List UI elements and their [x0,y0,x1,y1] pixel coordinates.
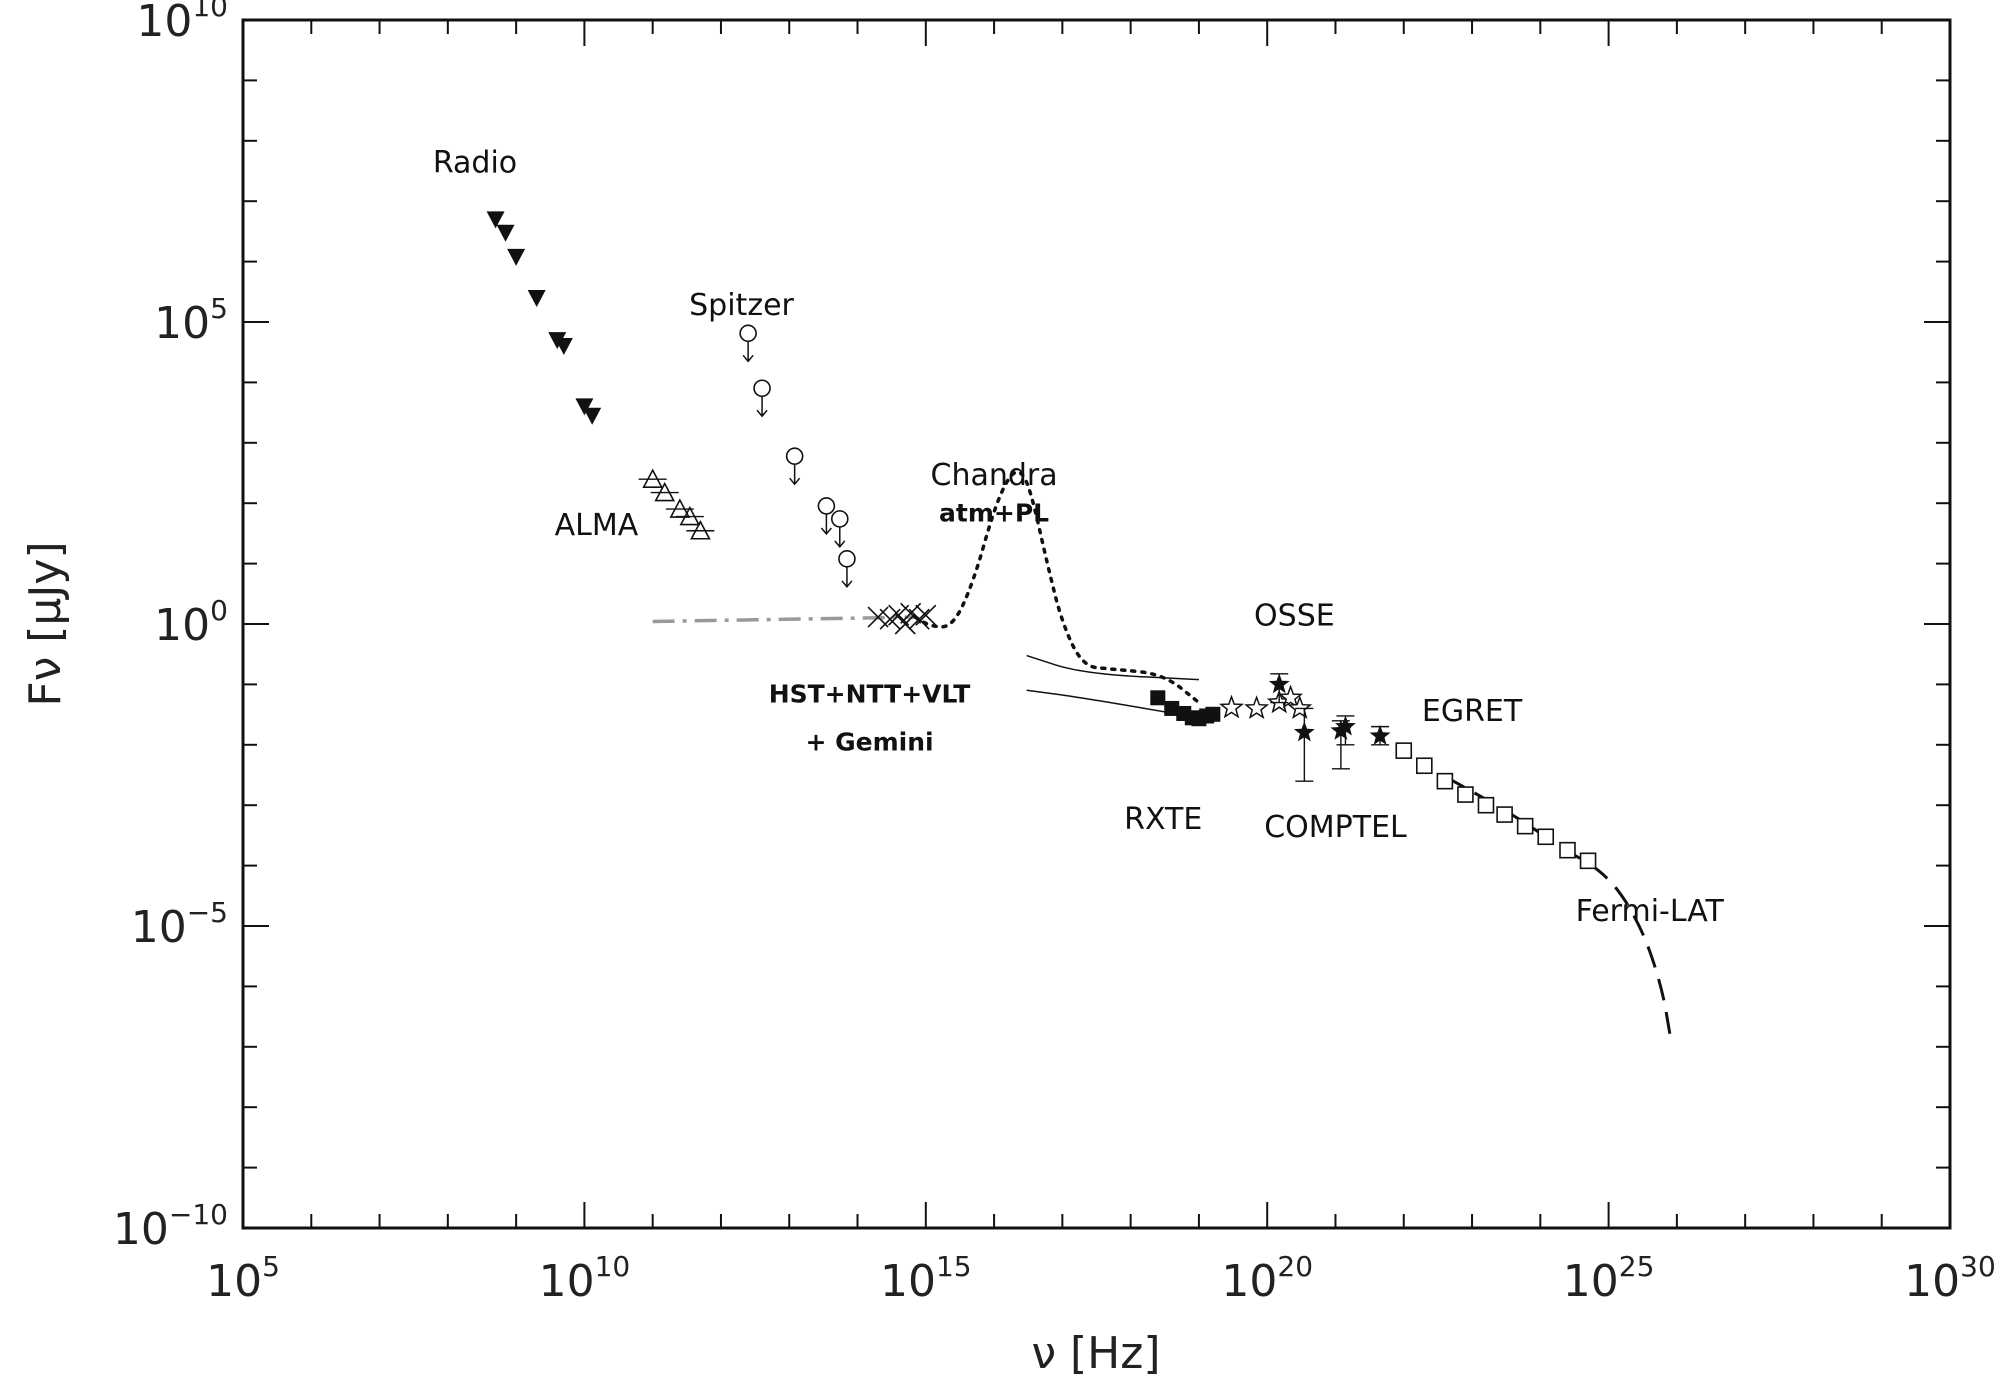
model-curves [652,470,1672,1037]
comptel-point [1268,673,1290,694]
optical-point [915,604,937,626]
x-tick-label: 105 [206,1250,280,1307]
plot-frame [241,18,1952,1230]
egret-point [1559,841,1576,859]
spitzer-point [753,379,771,398]
egret-point [1395,742,1413,759]
upper-limit-arrow [789,464,801,486]
upper-limit-arrow [841,566,853,588]
egret-point [1579,852,1597,870]
radio-point [583,407,602,425]
egret-point [1436,772,1454,790]
upper-limit-arrow [742,341,754,363]
annotation-label: EGRET [1422,694,1523,729]
radio-point [496,224,515,242]
model-curve [1026,654,1199,681]
egret-point [1457,786,1474,803]
x-tick-label: 1020 [1221,1250,1313,1307]
rxte-point [1164,700,1180,716]
x-tick-label: 1025 [1563,1250,1655,1307]
osse-point [1278,684,1304,709]
spitzer-point [817,497,836,515]
spitzer-point [739,324,757,343]
spitzer-point [830,510,849,528]
upper-limit-arrow [756,396,768,418]
egret-point [1416,757,1433,775]
axis-ticks [242,19,1951,1229]
egret-point [1516,817,1534,835]
spitzer-point [838,550,856,568]
model-curve [1026,689,1200,719]
y-tick-label: 100 [154,594,228,651]
comptel-point [1335,715,1356,736]
y-axis-title: Fν [μJy] [20,541,71,706]
osse-point [1218,694,1245,719]
annotation-label: Fermi-LAT [1576,894,1725,929]
rxte-point [1150,690,1166,706]
model-curve [913,470,1201,705]
comptel-point [1293,721,1315,742]
annotation-label: Spitzer [689,288,794,323]
radio-point [507,248,526,266]
egret-point [1477,796,1495,814]
annotation-label: atm+PL [939,498,1049,527]
annotations: Radio Spitzer Chandra atm+PL ALMA HST+NTT+VLT… [433,145,1725,929]
x-tick-label: 1030 [1904,1250,1996,1307]
model-curve [652,615,916,624]
optical-point [894,613,916,635]
annotation-label: Radio [433,145,517,180]
osse-point [1287,695,1313,720]
upper-limit-arrow [834,526,846,549]
y-tick-label: 10−10 [113,1198,228,1255]
x-tick-label: 1015 [880,1250,972,1307]
annotation-label: OSSE [1254,598,1335,633]
tick-labels: 105 1010 1015 1020 1025 1030 10−10 10−5 100 105 10… [113,0,1996,1307]
error-bar [1295,707,1314,782]
annotation-label: COMPTEL [1264,810,1407,845]
y-tick-label: 10−5 [131,896,228,953]
optical-point [908,608,930,630]
egret-point [1537,828,1555,846]
y-tick-label: 105 [154,292,228,349]
radio-point [554,338,573,356]
osse-point [1244,695,1270,720]
data-points [486,211,1597,870]
comptel-point [1369,725,1391,745]
annotation-label: ALMA [555,508,639,543]
x-axis-title: ν [Hz] [1031,1328,1160,1379]
egret-point [1496,806,1513,823]
radio-point [486,211,505,229]
y-tick-label: 1010 [136,0,228,47]
upper-limit-arrow [820,513,832,536]
radio-point [575,398,594,416]
x-tick-label: 1010 [539,1250,631,1307]
spitzer-point [785,447,804,465]
annotation-label: HST+NTT+VLT [769,680,971,709]
annotation-label: + Gemini [805,728,933,757]
rxte-point [1205,706,1221,722]
annotation-label: RXTE [1124,802,1202,837]
radio-point [527,289,546,307]
model-curve [1444,775,1672,1037]
annotation-label: Chandra [931,458,1058,493]
